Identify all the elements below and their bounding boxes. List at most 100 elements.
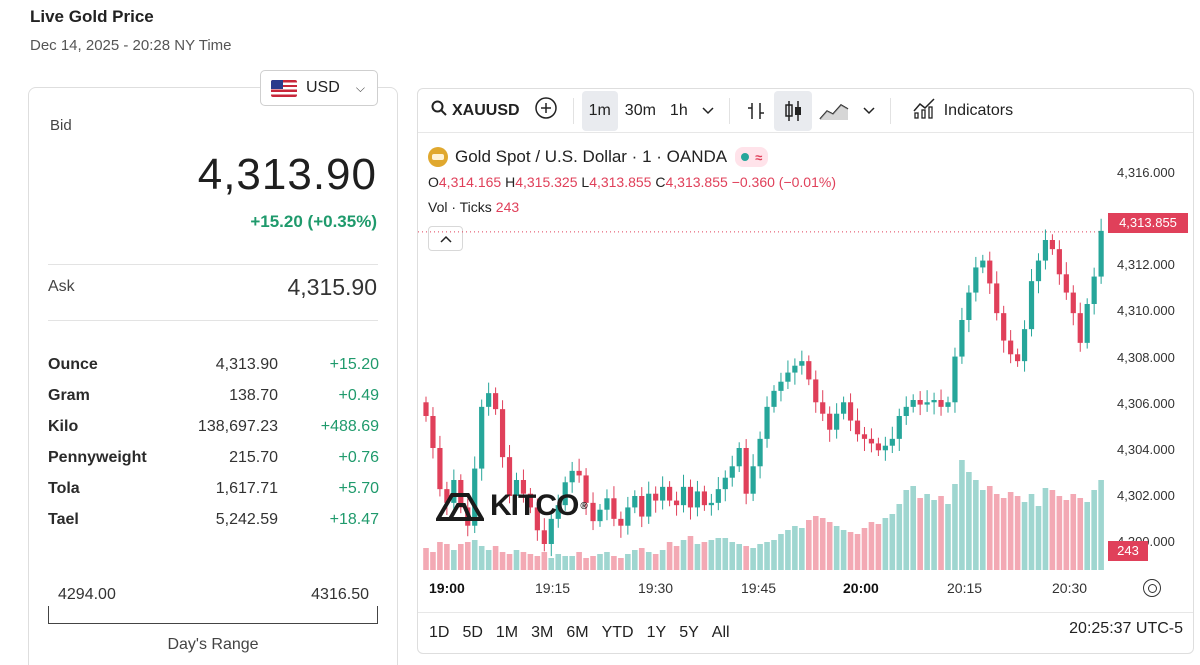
price-axis-label: 4,312.000 xyxy=(1117,257,1175,272)
volume-bar xyxy=(666,542,673,570)
volume-bar xyxy=(875,524,882,570)
symbol-search[interactable]: XAUUSD xyxy=(418,91,527,131)
volume-bar xyxy=(736,544,742,570)
candle-body xyxy=(1015,354,1021,362)
candle-body xyxy=(757,438,763,467)
volume-bar xyxy=(986,486,993,570)
volume-bar xyxy=(785,530,791,570)
volume-bar xyxy=(861,528,868,570)
candle-body xyxy=(506,457,513,496)
candle-body xyxy=(701,491,707,506)
volume-bar xyxy=(638,548,645,570)
candlestick-chart[interactable] xyxy=(418,140,1104,572)
price-axis-label: 4,308.000 xyxy=(1117,350,1175,365)
unit-name: Tael xyxy=(48,511,79,528)
candle-body xyxy=(687,486,694,508)
range-1m-button[interactable]: 1M xyxy=(495,623,519,641)
candle-body xyxy=(1077,313,1083,343)
interval-30m[interactable]: 30m xyxy=(624,101,656,119)
time-axis-label: 20:00 xyxy=(843,580,879,596)
candles-chart-type-icon[interactable] xyxy=(773,90,812,131)
candle-body xyxy=(868,438,875,444)
range-5d-button[interactable]: 5D xyxy=(462,623,483,641)
range-3m-button[interactable]: 3M xyxy=(531,623,554,641)
volume-bar xyxy=(1091,490,1097,570)
area-chart-type-icon[interactable] xyxy=(812,91,856,131)
candle-body xyxy=(1091,276,1097,304)
range-6m-button[interactable]: 6M xyxy=(566,623,589,641)
interval-1h[interactable]: 1h xyxy=(669,101,688,119)
toolbar-separator xyxy=(572,97,574,124)
candle-body xyxy=(854,420,861,435)
volume-bar xyxy=(764,542,770,570)
chevron-up-icon xyxy=(439,235,452,243)
chart-type-dropdown-chevron-icon[interactable] xyxy=(856,91,882,131)
bar-chart-type-icon[interactable] xyxy=(738,91,774,131)
range-5y-button[interactable]: 5Y xyxy=(679,623,699,641)
volume-bar xyxy=(569,556,575,570)
candle-body xyxy=(882,445,888,451)
unit-change: +0.49 xyxy=(338,387,379,404)
candle-body xyxy=(569,470,575,483)
volume-bar xyxy=(889,514,896,570)
currency-selector[interactable]: USD ⌵ xyxy=(260,70,378,106)
candle-body xyxy=(980,260,986,268)
volume-label: Vol · Ticks xyxy=(428,199,492,215)
plus-circle-icon xyxy=(534,96,558,125)
compare-button[interactable] xyxy=(527,91,565,131)
interval-1m[interactable]: 1m xyxy=(581,90,618,131)
range-ytd-button[interactable]: YTD xyxy=(601,623,634,641)
chart-legend-title[interactable]: Gold Spot / U.S. Dollar · 1 · OANDA ≈ xyxy=(428,147,769,167)
candle-body xyxy=(534,507,540,531)
volume-bar xyxy=(701,542,708,570)
unit-name: Kilo xyxy=(48,418,79,435)
divider xyxy=(48,320,378,321)
time-axis-label: 20:15 xyxy=(947,580,983,596)
unit-change: +5.70 xyxy=(338,480,379,497)
candle-body xyxy=(444,489,450,503)
volume-bar xyxy=(444,544,450,570)
collapse-legend-button[interactable] xyxy=(428,226,463,251)
market-status-badge[interactable]: ≈ xyxy=(735,147,769,167)
high-label: H xyxy=(505,174,516,190)
volume-bar xyxy=(840,530,847,570)
unit-change: +488.69 xyxy=(320,418,379,435)
registered-mark-icon: ® xyxy=(580,500,587,512)
close-label: C xyxy=(655,174,666,190)
candle-body xyxy=(653,493,659,501)
price-axis-label: 4,304.000 xyxy=(1117,442,1175,457)
volume-bar xyxy=(652,554,659,570)
volume-bar xyxy=(506,554,513,570)
candle-body xyxy=(611,498,617,519)
candle-body xyxy=(1056,249,1062,275)
indicators-label: Indicators xyxy=(943,101,1014,119)
unit-change: +15.20 xyxy=(329,356,379,373)
candle-body xyxy=(625,507,631,526)
candle-body xyxy=(820,402,826,414)
interval-dropdown-chevron-icon[interactable] xyxy=(695,91,721,131)
range-all-button[interactable]: All xyxy=(711,623,730,641)
price-axis-label: 4,316.000 xyxy=(1117,165,1175,180)
unit-price: 1,617.71 xyxy=(215,480,278,497)
indicators-button[interactable]: Indicators xyxy=(905,91,1020,131)
kitco-logo-icon xyxy=(436,493,484,521)
volume-bar xyxy=(527,554,534,570)
time-axis-label: 19:30 xyxy=(638,580,674,596)
candle-body xyxy=(841,402,847,414)
candle-body xyxy=(583,475,589,503)
volume-bar xyxy=(576,552,582,570)
unit-row-ounce: Ounce 4,313.90 +15.20 xyxy=(48,356,379,380)
candle-body xyxy=(889,438,895,446)
candle-body xyxy=(799,361,805,366)
range-1y-button[interactable]: 1Y xyxy=(646,623,667,641)
price-axis-label: 4,310.000 xyxy=(1117,303,1175,318)
candle-body xyxy=(472,468,478,526)
candle-body xyxy=(945,402,951,407)
chart-clock[interactable]: 20:25:37 UTC-5 xyxy=(1069,620,1183,637)
chart-settings-icon[interactable] xyxy=(1143,579,1161,597)
candle-body xyxy=(548,518,554,544)
candle-body xyxy=(660,486,666,501)
range-1d-button[interactable]: 1D xyxy=(429,623,450,641)
candle-body xyxy=(513,480,520,496)
bid-change: +15.20 (+0.35%) xyxy=(250,212,377,231)
